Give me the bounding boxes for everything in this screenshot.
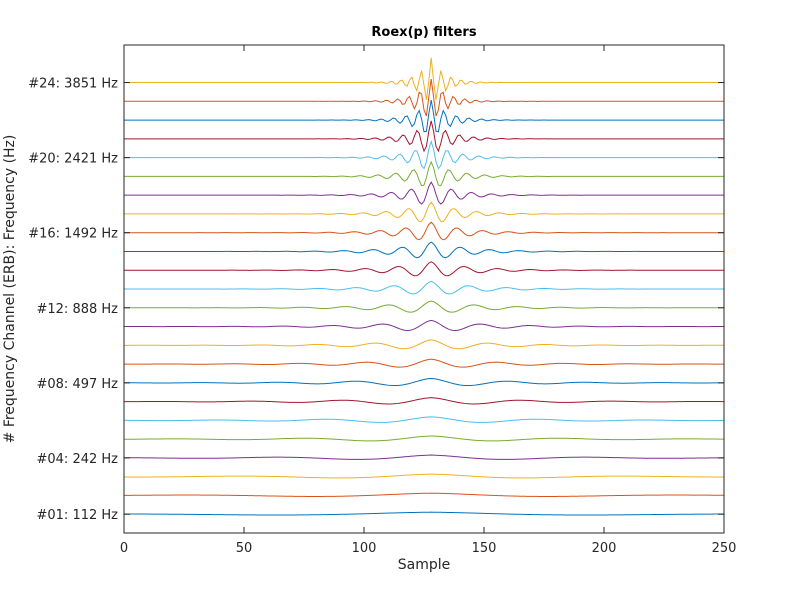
x-tick-label: 250: [712, 541, 737, 556]
channel-06-trace: [123, 416, 725, 423]
channel-19-trace: [124, 160, 724, 187]
channel-12-trace: [124, 300, 724, 313]
channel-03-trace: [123, 473, 724, 479]
y-tick-label: #16: 1492 Hz: [28, 227, 118, 242]
channel-24-trace: [124, 57, 724, 100]
channel-21-trace: [124, 120, 724, 153]
y-tick-label: #04: 242 Hz: [37, 452, 119, 467]
channel-16-trace: [124, 221, 724, 241]
channel-13-trace: [124, 280, 724, 295]
channel-08-trace: [124, 377, 725, 387]
y-tick-label: #20: 2421 Hz: [28, 152, 118, 167]
channel-05-trace: [123, 435, 725, 442]
y-tick-label: #12: 888 Hz: [37, 302, 119, 317]
channel-11-trace: [123, 319, 725, 331]
y-axis-ticks: #01: 112 Hz #04: 242 Hz #08: 497 Hz #12: 88…: [28, 77, 724, 523]
channel-09-trace: [123, 358, 725, 368]
y-tick-label: #01: 112 Hz: [37, 508, 119, 523]
y-tick-label: #24: 3851 Hz: [28, 77, 118, 92]
axes-box: [123, 44, 725, 534]
channel-23-trace: [124, 78, 724, 117]
channel-17-trace: [124, 201, 724, 223]
channel-10-trace: [124, 339, 725, 350]
channel-01-trace: [123, 511, 725, 516]
channel-18-trace: [124, 181, 724, 205]
channel-04-trace: [124, 454, 725, 460]
x-tick-label: 100: [352, 541, 377, 556]
channel-02-trace: [123, 492, 725, 497]
x-tick-label: 0: [120, 541, 128, 556]
channel-14-trace: [124, 261, 724, 277]
channel-22-trace: [124, 100, 724, 133]
x-tick-label: 150: [472, 541, 497, 556]
x-axis-ticks: 0 50 100 150 200 250: [120, 45, 737, 556]
channel-15-trace: [124, 241, 724, 259]
traces: [123, 57, 725, 516]
x-tick-label: 50: [236, 541, 253, 556]
y-axis-label: # Frequency Channel (ERB): Frequency (Hz…: [2, 135, 18, 444]
chart-title: Roex(p) filters: [371, 25, 476, 40]
channel-07-trace: [123, 397, 725, 405]
x-tick-label: 200: [592, 541, 617, 556]
y-tick-label: #08: 497 Hz: [37, 377, 119, 392]
x-axis-label: Sample: [398, 557, 451, 573]
channel-20-trace: [124, 139, 724, 170]
